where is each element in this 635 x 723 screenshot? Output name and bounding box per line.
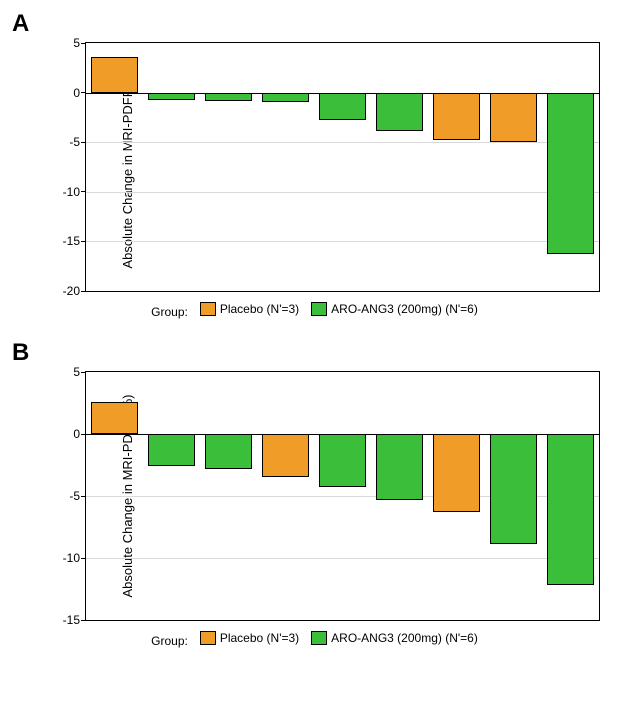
bar-placebo xyxy=(91,57,139,93)
legend-swatch-placebo xyxy=(200,302,216,316)
bar-slot xyxy=(200,43,257,291)
bar-slot xyxy=(314,43,371,291)
bar-treatment xyxy=(205,93,253,101)
bar-slot xyxy=(143,43,200,291)
ytick-label: -10 xyxy=(63,185,86,199)
ytick-label: -20 xyxy=(63,284,86,298)
bar-placebo xyxy=(490,93,538,143)
bar-treatment xyxy=(376,434,424,500)
bar-treatment xyxy=(205,434,253,469)
ytick-label: -5 xyxy=(69,135,86,149)
bar-slot xyxy=(371,43,428,291)
bar-treatment xyxy=(376,93,424,132)
bar-placebo xyxy=(91,402,139,434)
zero-line xyxy=(86,93,599,94)
bar-placebo xyxy=(433,93,481,141)
panel-b: B Absolute Change in MRI-PDFF (%)-15-10-5… xyxy=(10,339,625,648)
chart-box: Absolute Change in MRI-PDFF (%)-20-15-10… xyxy=(85,42,600,292)
bar-slot xyxy=(257,372,314,620)
ytick-label: 0 xyxy=(73,427,86,441)
ytick-label: 5 xyxy=(73,365,86,379)
bar-slot xyxy=(371,372,428,620)
bar-slot xyxy=(86,43,143,291)
legend-label: ARO-ANG3 (200mg) (N'=6) xyxy=(331,302,478,316)
legend-label: Placebo (N'=3) xyxy=(220,631,299,645)
bar-treatment xyxy=(319,93,367,121)
bar-slot xyxy=(485,372,542,620)
legend-swatch-placebo xyxy=(200,631,216,645)
legend-swatch-treatment xyxy=(311,302,327,316)
panel-a: A Absolute Change in MRI-PDFF (%)-20-15-1… xyxy=(10,10,625,319)
chart-box: Absolute Change in MRI-PDFF (%)-15-10-50… xyxy=(85,371,600,621)
bar-treatment xyxy=(148,93,196,100)
bars-container xyxy=(86,372,599,620)
panel-label: A xyxy=(12,10,625,38)
bar-slot xyxy=(314,372,371,620)
ytick-label: 0 xyxy=(73,86,86,100)
bars-container xyxy=(86,43,599,291)
bar-treatment xyxy=(490,434,538,544)
bar-treatment xyxy=(148,434,196,466)
legend-item-placebo: Placebo (N'=3) xyxy=(200,631,299,645)
bar-placebo xyxy=(262,434,310,477)
ytick-label: 5 xyxy=(73,36,86,50)
bar-placebo xyxy=(433,434,481,512)
bar-slot xyxy=(542,372,599,620)
bar-slot xyxy=(485,43,542,291)
bar-slot xyxy=(86,372,143,620)
legend-label: Placebo (N'=3) xyxy=(220,302,299,316)
legend-item-placebo: Placebo (N'=3) xyxy=(200,302,299,316)
legend-item-treatment: ARO-ANG3 (200mg) (N'=6) xyxy=(311,631,478,645)
bar-treatment xyxy=(547,93,595,255)
legend-title: Group: xyxy=(151,305,188,319)
legend: Group: Placebo (N'=3) ARO-ANG3 (200mg) (N'… xyxy=(10,631,625,648)
bar-slot xyxy=(428,372,485,620)
legend-label: ARO-ANG3 (200mg) (N'=6) xyxy=(331,631,478,645)
ytick-label: -10 xyxy=(63,551,86,565)
zero-line xyxy=(86,434,599,435)
bar-slot xyxy=(257,43,314,291)
ytick-label: -15 xyxy=(63,234,86,248)
bar-treatment xyxy=(262,93,310,102)
ytick-label: -5 xyxy=(69,489,86,503)
legend-swatch-treatment xyxy=(311,631,327,645)
legend: Group: Placebo (N'=3) ARO-ANG3 (200mg) (N'… xyxy=(10,302,625,319)
ytick-label: -15 xyxy=(63,613,86,627)
legend-item-treatment: ARO-ANG3 (200mg) (N'=6) xyxy=(311,302,478,316)
bar-slot xyxy=(428,43,485,291)
legend-title: Group: xyxy=(151,634,188,648)
bar-slot xyxy=(200,372,257,620)
bar-treatment xyxy=(547,434,595,585)
panel-label: B xyxy=(12,339,625,367)
bar-slot xyxy=(542,43,599,291)
bar-treatment xyxy=(319,434,367,487)
bar-slot xyxy=(143,372,200,620)
